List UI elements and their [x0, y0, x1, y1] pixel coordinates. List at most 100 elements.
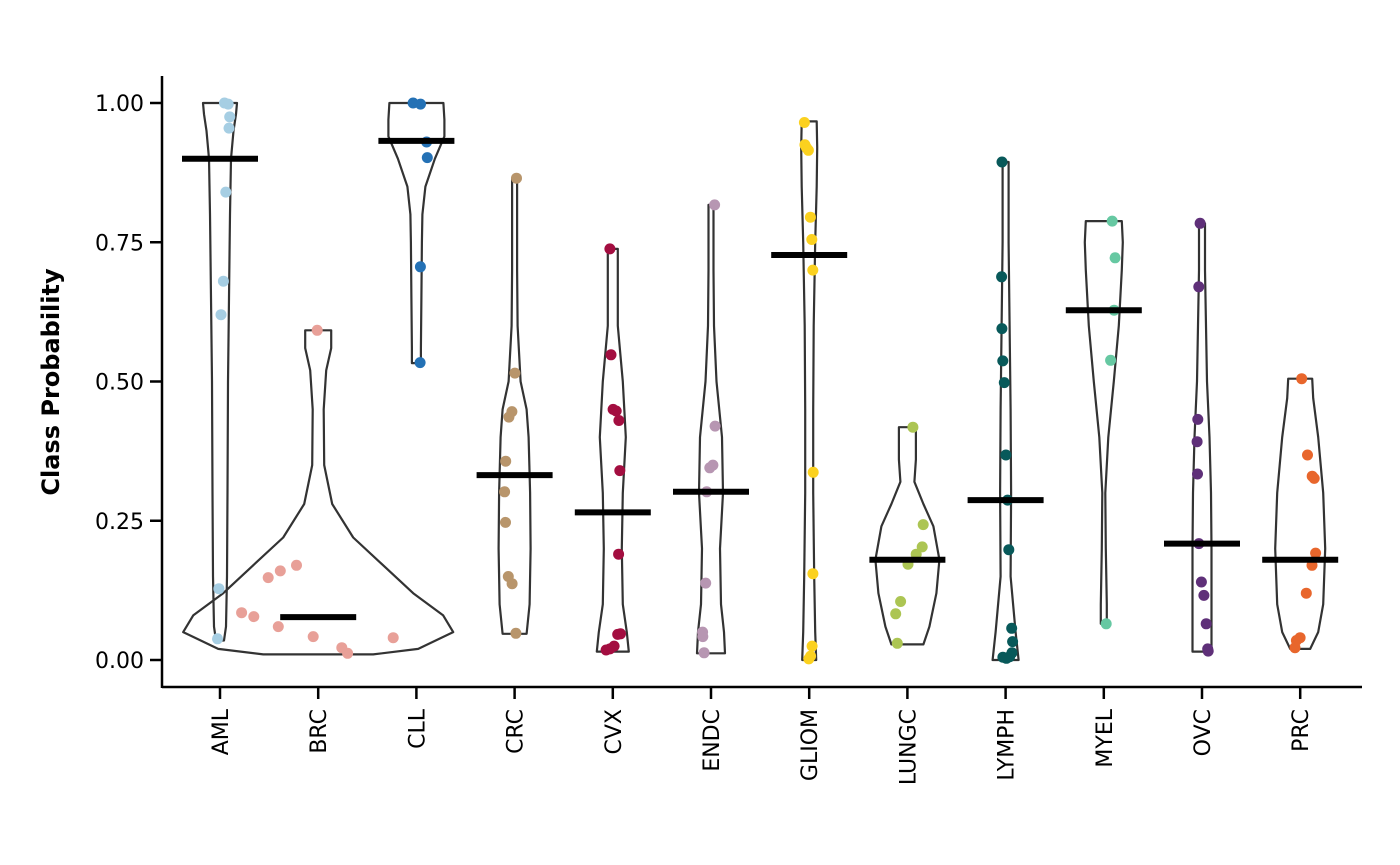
point-crc	[500, 516, 511, 528]
point-lymph	[998, 377, 1010, 389]
point-crc	[499, 486, 511, 498]
point-brc	[262, 572, 274, 584]
point-aml	[213, 583, 225, 595]
point-aml	[212, 633, 223, 645]
point-prc	[1296, 373, 1308, 385]
point-lungc	[917, 519, 929, 531]
point-cvx	[613, 548, 625, 560]
point-ovc	[1192, 413, 1204, 425]
x-tick-label: AML	[209, 708, 234, 755]
violin-brc	[182, 329, 455, 656]
point-lungc	[916, 541, 928, 553]
violin-crc	[497, 177, 532, 635]
x-tick-label: LYMPH	[995, 709, 1020, 781]
point-prc	[1300, 587, 1312, 599]
x-tick-label: CVX	[602, 709, 627, 754]
point-lungc	[907, 421, 919, 433]
point-brc	[311, 324, 323, 336]
y-axis: 0.00 0.25 0.50 0.75 1.00	[95, 76, 164, 688]
point-ovc	[1200, 618, 1212, 630]
point-ovc	[1198, 589, 1210, 601]
point-prc	[1302, 449, 1313, 461]
point-lymph	[1000, 449, 1012, 461]
violin-lungc	[874, 426, 941, 646]
point-gliom	[806, 640, 818, 652]
point-brc	[236, 607, 248, 619]
point-cvx	[614, 465, 626, 477]
point-crc	[500, 455, 512, 467]
point-myel	[1109, 252, 1121, 264]
x-tick-label: ENDC	[700, 709, 725, 772]
point-crc	[510, 627, 522, 639]
point-brc	[387, 632, 399, 644]
point-ovc	[1194, 217, 1206, 229]
point-lymph	[997, 651, 1009, 663]
x-tick-label: CLL	[405, 708, 430, 749]
point-gliom	[807, 466, 819, 478]
point-cvx	[612, 628, 624, 640]
point-gliom	[798, 117, 810, 128]
point-ovc	[1193, 281, 1205, 293]
point-aml	[220, 186, 232, 198]
point-lungc	[891, 637, 903, 649]
point-aml	[222, 98, 234, 110]
point-brc	[342, 647, 354, 659]
point-lymph	[996, 271, 1008, 283]
point-brc	[248, 611, 260, 623]
point-endc	[709, 199, 721, 211]
violin-myel	[1083, 220, 1124, 625]
point-cvx	[600, 644, 612, 656]
violin-cvx	[595, 247, 630, 653]
point-brc	[307, 631, 319, 643]
point-prc	[1310, 547, 1322, 559]
median-group	[182, 137, 1339, 621]
point-brc	[272, 621, 284, 633]
x-tick-label: GLIOM	[798, 709, 823, 781]
point-ovc	[1195, 576, 1207, 588]
point-lymph	[997, 355, 1009, 367]
y-tick-label: 0.50	[95, 371, 144, 396]
point-brc	[274, 565, 286, 577]
x-tick-label: MYEL	[1093, 708, 1118, 767]
point-crc	[509, 367, 521, 379]
point-ovc	[1202, 645, 1214, 657]
point-gliom	[807, 264, 819, 276]
y-axis-label: Class Probability	[37, 268, 65, 496]
point-aml	[215, 309, 227, 321]
point-lungc	[895, 596, 907, 607]
point-ovc	[1191, 436, 1203, 448]
point-gliom	[804, 211, 816, 223]
point-myel	[1100, 618, 1112, 630]
y-tick-label: 0.00	[95, 649, 144, 674]
point-gliom	[807, 568, 819, 580]
y-tick-label: 0.75	[95, 231, 144, 256]
violin-cll	[387, 101, 446, 365]
violin-aml	[201, 101, 239, 642]
x-tick-label: CRC	[504, 709, 529, 754]
point-cvx	[604, 243, 616, 255]
point-gliom	[806, 234, 818, 245]
violin-lymph	[991, 160, 1020, 662]
point-prc	[1308, 472, 1320, 484]
point-cvx	[610, 405, 622, 417]
point-cll	[421, 152, 433, 164]
point-aml	[217, 275, 229, 287]
y-tick-label: 1.00	[95, 92, 144, 117]
point-cll	[414, 261, 426, 273]
point-cll	[415, 98, 426, 110]
x-tick-label: OVC	[1191, 709, 1216, 756]
point-endc	[700, 577, 712, 589]
x-tick-label: PRC	[1289, 709, 1314, 752]
point-cvx	[605, 349, 617, 361]
violin-prc	[1274, 377, 1327, 650]
point-crc	[503, 411, 515, 423]
point-myel	[1106, 215, 1118, 227]
point-endc	[704, 462, 716, 474]
x-tick-label: BRC	[307, 709, 332, 754]
x-axis: AML BRC CLL CRC CVX ENDC GLIOM LUNGC LYMPH MYEL OV…	[162, 685, 1362, 785]
point-brc	[291, 559, 302, 571]
point-aml	[223, 122, 235, 134]
points-group	[212, 97, 1322, 665]
point-prc	[1289, 642, 1301, 654]
